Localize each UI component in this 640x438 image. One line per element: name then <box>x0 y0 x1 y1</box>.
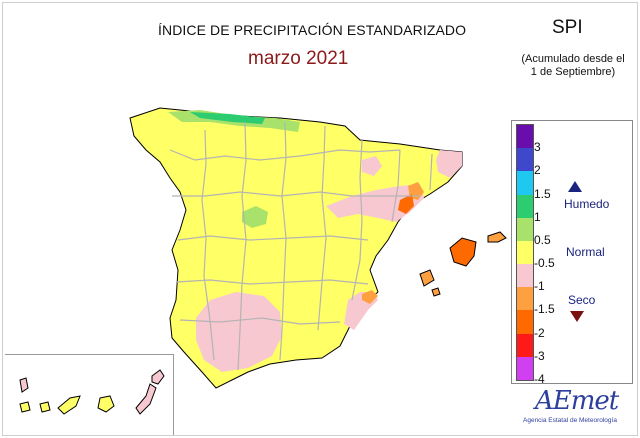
legend-tick-label: 1.5 <box>534 186 551 201</box>
ibiza-island <box>419 269 435 287</box>
aemet-logo-caption: Agencia Estatal de Meteorología <box>523 417 617 424</box>
el-hierro-island <box>19 401 31 413</box>
canary-islands <box>19 369 165 415</box>
la-gomera-island <box>39 401 51 413</box>
legend-tick-label: -1 <box>534 279 545 294</box>
legend-tick-label: 2 <box>534 163 541 178</box>
accumulation-note-line1: (Acumulado desde el <box>521 53 625 65</box>
legend-tick-label: 1 <box>534 209 541 224</box>
map-period: marzo 2021 <box>248 48 349 69</box>
legend-color-cell <box>517 125 533 149</box>
legend-tick-label: -3 <box>534 348 545 363</box>
legend-color-cell <box>517 264 533 288</box>
accumulation-note-line2: 1 de Septiembre) <box>530 66 616 78</box>
legend-color-cell <box>517 240 533 265</box>
accumulation-note: (Acumulado desde el 1 de Septiembre) <box>513 53 633 79</box>
legend-color-cell <box>517 310 533 334</box>
legend-color-cell <box>517 217 533 241</box>
ebro-dry-area <box>326 184 424 222</box>
catalonia-dry-area <box>436 150 462 178</box>
dry-arrow-icon <box>570 311 584 322</box>
la-palma-island <box>19 377 29 393</box>
legend-tick-label: 3 <box>534 140 541 155</box>
canary-inset-box <box>5 354 174 435</box>
legend-colorbar <box>516 124 534 381</box>
legend-tick-label: -0.5 <box>534 256 555 271</box>
lleida-dry-area <box>362 156 382 176</box>
map-title: ÍNDICE DE PRECIPITACIÓN ESTANDARIZADO <box>158 22 467 38</box>
legend-color-cell <box>517 356 533 380</box>
legend-class-normal: Normal <box>566 245 605 259</box>
legend-tick-label: -4 <box>534 372 545 386</box>
fuerteventura-island <box>135 383 157 415</box>
legend: 3 2 1.5 1 0.5 -0.5 -1 -1.5 -2 -3 -4 Humedo Normal … <box>511 120 633 386</box>
menorca-island <box>487 231 507 243</box>
province-borders <box>169 121 433 371</box>
central-humid-patch <box>242 206 268 228</box>
lanzarote-island <box>151 369 165 385</box>
legend-color-cell <box>517 148 533 172</box>
peninsula-region <box>129 107 463 389</box>
legend-class-dry: Seco <box>568 293 596 307</box>
aemet-logo: AEmet Agencia Estatal de Meteorología <box>517 386 635 432</box>
legend-tick-label: 0.5 <box>534 232 551 247</box>
legend-color-cell <box>517 171 533 195</box>
mallorca-island <box>449 237 477 267</box>
cantabria-humid-core <box>190 112 265 124</box>
andalusia-dry-area <box>196 292 282 372</box>
aemet-logo-text: AEmet <box>535 386 619 416</box>
index-label: SPI <box>552 17 583 38</box>
gran-canaria-island <box>97 395 115 413</box>
legend-color-cell <box>517 194 533 218</box>
legend-tick-label: -2 <box>534 325 545 340</box>
formentera-island <box>431 287 441 297</box>
legend-color-cell <box>517 287 533 311</box>
legend-tick-label: -1.5 <box>534 302 555 317</box>
castellon-very-dry-area <box>398 194 414 214</box>
tenerife-island <box>57 395 81 415</box>
humid-arrow-icon <box>568 181 582 192</box>
legend-class-humid: Humedo <box>564 197 610 211</box>
alicante-dry-area <box>362 290 378 304</box>
legend-color-cell <box>517 333 533 357</box>
